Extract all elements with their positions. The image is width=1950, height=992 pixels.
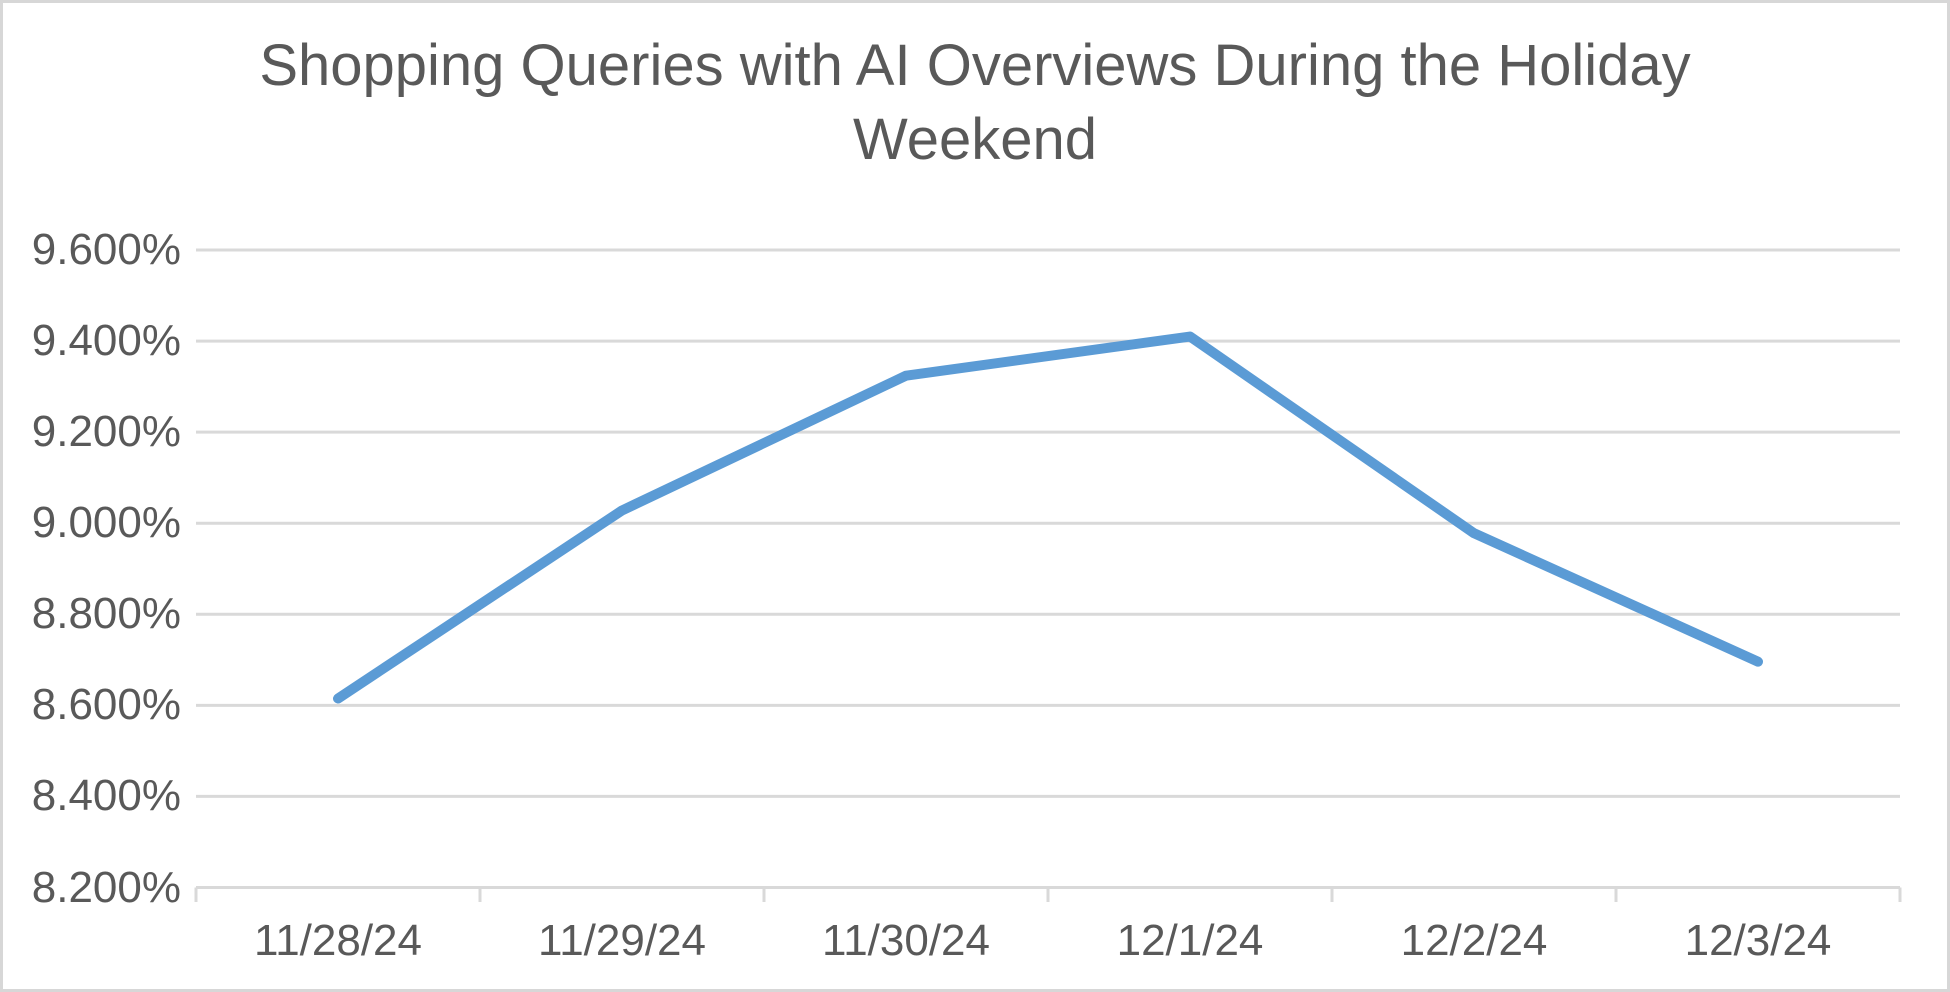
- y-tick-label: 9.000%: [31, 498, 181, 548]
- chart-title: Shopping Queries with AI Overviews Durin…: [259, 33, 1691, 173]
- x-tick-label: 11/29/24: [537, 916, 706, 965]
- series-line: [333, 331, 1763, 704]
- x-tick-label: 11/28/24: [253, 916, 422, 965]
- y-tick-label: 9.400%: [31, 316, 181, 366]
- y-tick-label: 9.600%: [31, 225, 181, 274]
- y-tick-label: 8.800%: [31, 589, 181, 639]
- x-tick-label: 12/2/24: [1400, 916, 1548, 965]
- x-axis-group: [194, 886, 1902, 902]
- data-series-group: [333, 331, 1763, 704]
- y-tick-label: 8.400%: [31, 771, 181, 821]
- x-tick-label: 11/30/24: [821, 916, 990, 965]
- y-tick-label: 8.200%: [31, 862, 181, 912]
- x-tick-label: 12/1/24: [1116, 916, 1264, 965]
- x-tick-label: 12/3/24: [1684, 916, 1832, 965]
- y-tick-label: 9.200%: [31, 407, 181, 457]
- gridlines-group: [196, 248, 1900, 889]
- plot-area: [194, 248, 1902, 902]
- y-tick-label: 8.600%: [31, 680, 181, 730]
